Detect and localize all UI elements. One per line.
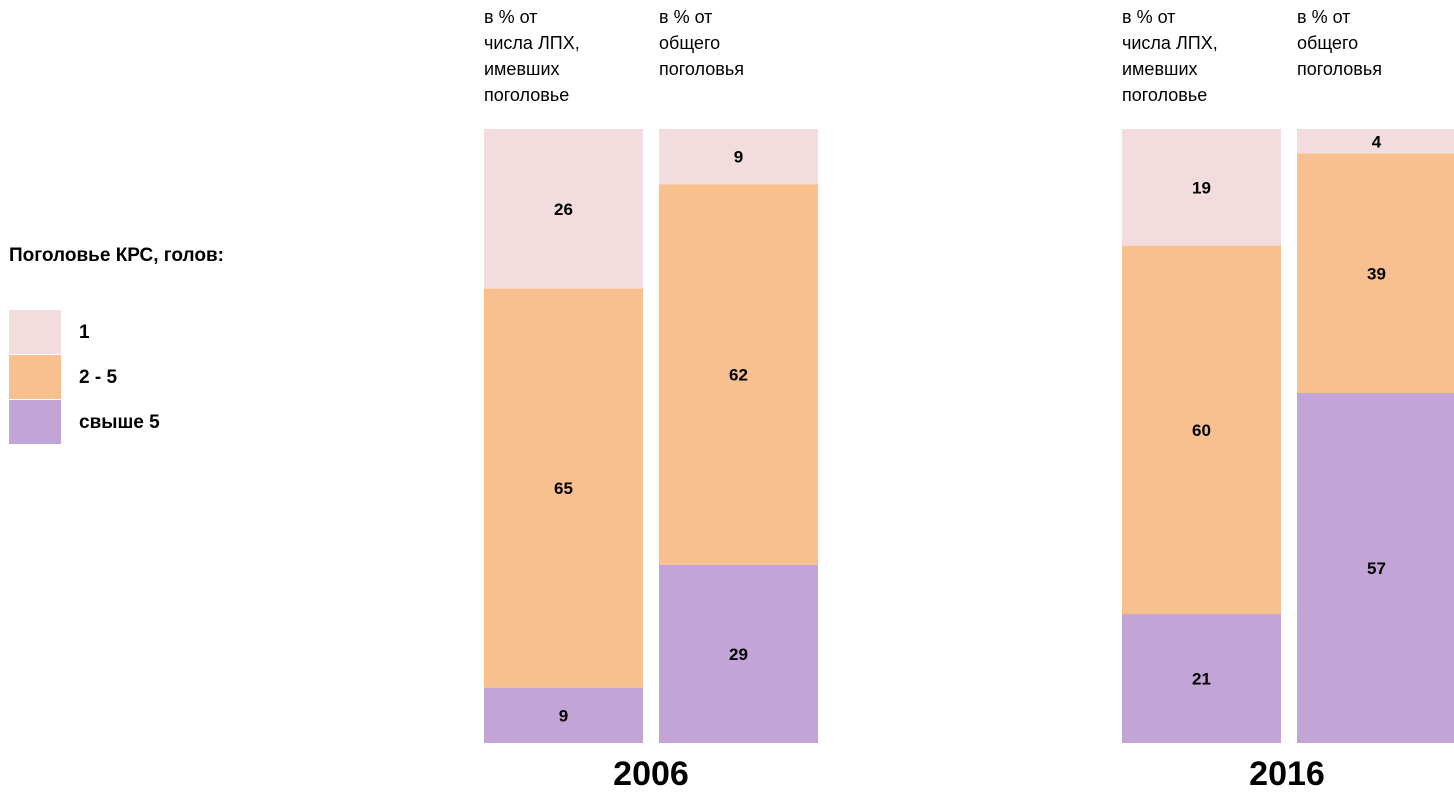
column-header-2016-total-livestock: в % от общего поголовья [1297, 7, 1382, 79]
data-label-2016-col2-1: 4 [1372, 132, 1382, 151]
year-label-2016: 2016 [1249, 755, 1325, 793]
legend-label-2-5: 2 - 5 [79, 367, 118, 388]
bar-segment-2006-col2-2-5 [659, 184, 818, 565]
bar-segment-2016-col2-over-5 [1297, 393, 1454, 743]
column-header-2016-households: в % от числа ЛПХ, имевших поголовье [1122, 7, 1218, 105]
data-label-2006-col1-2-5: 65 [554, 479, 573, 498]
data-label-2006-col1-over-5: 9 [559, 706, 568, 725]
data-label-2016-col2-over-5: 57 [1367, 559, 1386, 578]
column-header-2006-total-livestock: в % от общего поголовья [659, 7, 744, 79]
bar-segment-2006-col1-over-5 [484, 687, 643, 743]
column-header-2006-households: в % от числа ЛПХ, имевших поголовье [484, 7, 580, 105]
legend-title: Поголовье КРС, голов: [9, 245, 224, 266]
legend-label-1: 1 [79, 322, 90, 343]
bar-segment-2016-col1-1 [1122, 129, 1281, 246]
bar-segment-2016-col1-2-5 [1122, 245, 1281, 615]
legend-item-1: 1 [9, 310, 309, 354]
legend-label-over-5: свыше 5 [79, 412, 160, 433]
data-label-2016-col1-2-5: 60 [1192, 421, 1211, 440]
bar-segment-2006-col2-1 [659, 129, 818, 185]
data-label-2016-col2-2-5: 39 [1367, 264, 1386, 283]
bar-segment-2006-col2-over-5 [659, 564, 818, 743]
legend-swatch-1 [9, 310, 61, 354]
bar-segment-2016-col2-2-5 [1297, 153, 1454, 394]
data-label-2006-col1-1: 26 [554, 200, 573, 219]
data-label-2006-col2-1: 9 [734, 148, 743, 167]
legend-item-2-5: 2 - 5 [9, 355, 309, 399]
bar-segment-2006-col1-2-5 [484, 288, 643, 688]
data-label-2016-col1-over-5: 21 [1192, 670, 1211, 689]
bar-segment-2006-col1-1 [484, 129, 643, 289]
bar-segment-2016-col1-over-5 [1122, 614, 1281, 743]
data-label-2006-col2-over-5: 29 [729, 645, 748, 664]
data-label-2006-col2-2-5: 62 [729, 366, 748, 385]
year-label-2006: 2006 [613, 755, 689, 793]
data-label-2016-col1-1: 19 [1192, 178, 1211, 197]
bar-segment-2016-col2-1 [1297, 129, 1454, 154]
legend-swatch-2-5 [9, 355, 61, 399]
legend-swatch-over-5 [9, 400, 61, 444]
legend-item-over-5: свыше 5 [9, 400, 309, 444]
